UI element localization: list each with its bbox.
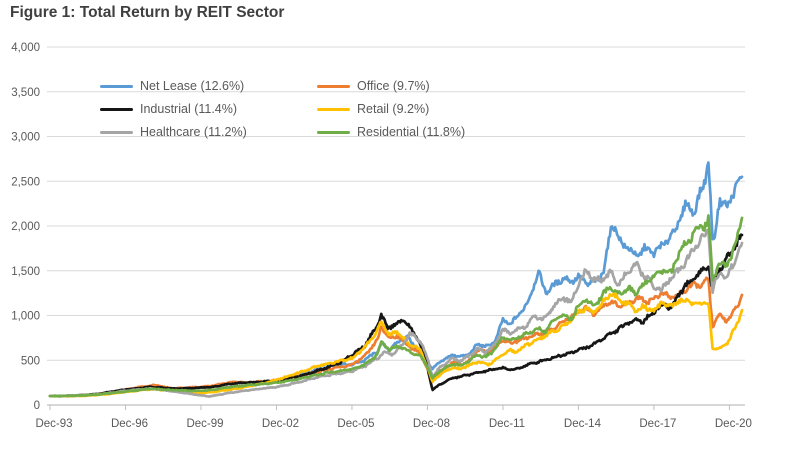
x-tick-label: Dec-96	[111, 418, 148, 430]
x-tick-label: Dec-99	[186, 418, 223, 430]
y-tick-label: 1,000	[11, 311, 40, 323]
legend-marker-net_lease	[100, 84, 133, 89]
y-tick-label: 3,500	[11, 87, 40, 99]
legend-label-retail: Retail (9.2%)	[357, 102, 430, 116]
series-line-office	[48, 276, 744, 398]
legend-label-office: Office (9.7%)	[357, 79, 430, 93]
x-tick-label: Dec-20	[715, 418, 752, 430]
legend-item-residential: Residential (11.8%)	[317, 125, 465, 140]
legend-item-retail: Retail (9.2%)	[317, 102, 465, 117]
x-tick-label: Dec-05	[337, 418, 374, 430]
figure-title: Figure 1: Total Return by REIT Sector	[10, 4, 285, 21]
legend-label-net_lease: Net Lease (12.6%)	[140, 79, 245, 93]
legend-marker-retail	[317, 107, 350, 112]
x-tick-label: Dec-93	[35, 418, 72, 430]
x-tick-label: Dec-17	[639, 418, 676, 430]
y-tick-label: 2,500	[11, 176, 40, 188]
legend-label-industrial: Industrial (11.4%)	[140, 102, 238, 116]
series-line-residential	[48, 214, 744, 398]
series-line-net_lease	[48, 161, 744, 398]
x-tick-label: Dec-02	[262, 418, 299, 430]
y-tick-label: 0	[34, 400, 40, 412]
legend-label-healthcare: Healthcare (11.2%)	[140, 125, 247, 139]
legend-item-office: Office (9.7%)	[317, 79, 465, 94]
legend-marker-residential	[317, 130, 350, 135]
legend-item-industrial: Industrial (11.4%)	[100, 102, 317, 117]
legend-label-residential: Residential (11.8%)	[357, 125, 466, 139]
legend-marker-office	[317, 84, 350, 89]
y-tick-label: 3,000	[11, 132, 40, 144]
legend-marker-healthcare	[100, 130, 133, 135]
y-tick-label: 2,000	[11, 221, 40, 233]
legend-marker-industrial	[100, 107, 133, 112]
x-tick-label: Dec-11	[489, 418, 525, 430]
y-tick-label: 4,000	[11, 42, 40, 54]
legend-item-healthcare: Healthcare (11.2%)	[100, 125, 317, 140]
x-tick-label: Dec-08	[413, 418, 450, 430]
y-tick-label: 1,500	[11, 266, 40, 278]
series-line-industrial	[48, 233, 744, 398]
chart-legend: Net Lease (12.6%) Office (9.7%) Industrial…	[100, 79, 465, 140]
y-tick-label: 500	[21, 355, 40, 367]
x-tick-label: Dec-14	[564, 418, 602, 430]
legend-item-net_lease: Net Lease (12.6%)	[100, 79, 317, 94]
